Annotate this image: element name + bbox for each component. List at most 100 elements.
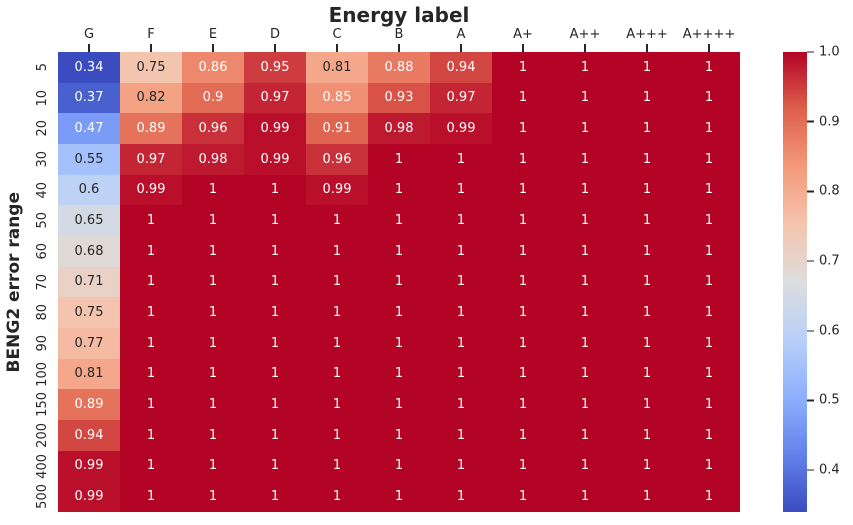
heatmap-cell: 0.97 <box>120 143 182 175</box>
heatmap-cell: 1 <box>554 327 616 359</box>
heatmap-cell: 1 <box>678 52 740 83</box>
y-tick: 50 <box>30 205 54 236</box>
heatmap-cell: 1 <box>616 358 678 390</box>
colorbar-tick-mark <box>807 330 814 332</box>
heatmap-cell: 1 <box>120 358 182 390</box>
heatmap-cell: 1 <box>430 481 492 512</box>
y-tick-label: 70 <box>34 273 50 291</box>
heatmap-cell: 1 <box>554 358 616 390</box>
heatmap-cell: 1 <box>616 389 678 420</box>
heatmap-cell: 1 <box>368 235 430 267</box>
heatmap-cell: 1 <box>368 297 430 328</box>
y-tick-label: 5 <box>34 63 50 72</box>
heatmap-cell: 1 <box>678 481 740 512</box>
x-tick <box>244 44 306 52</box>
heatmap-cell: 1 <box>616 113 678 144</box>
heatmap-cell: 1 <box>492 143 554 175</box>
heatmap-cell: 0.99 <box>430 113 492 144</box>
x-tick <box>492 44 554 52</box>
heatmap-grid: 0.34 0.75 0.86 0.95 0.81 0.88 0.94 1 1 1 1 0.37 0.82… <box>58 52 740 512</box>
colorbar-tick-mark <box>807 51 814 53</box>
heatmap-cell: 1 <box>616 450 678 482</box>
heatmap-cell: 1 <box>430 235 492 267</box>
y-tick-label: 40 <box>34 181 50 199</box>
heatmap-cell: 1 <box>244 481 306 512</box>
heatmap-cell: 1 <box>430 266 492 298</box>
heatmap-cell: 1 <box>182 481 244 512</box>
heatmap-cell: 1 <box>368 481 430 512</box>
heatmap-cell: 0.71 <box>58 266 120 298</box>
heatmap-cell: 1 <box>616 481 678 512</box>
heatmap-cell: 1 <box>678 143 740 175</box>
y-tick: 20 <box>30 113 54 144</box>
x-tick-label: A <box>456 27 466 42</box>
heatmap-cell: 1 <box>678 266 740 298</box>
x-tick-label: B <box>394 27 404 42</box>
y-tick-label: 20 <box>34 120 50 137</box>
heatmap-cell: 1 <box>306 389 368 420</box>
heatmap-cell: 0.75 <box>58 297 120 328</box>
heatmap-cell: 1 <box>492 419 554 451</box>
heatmap-cell: 1 <box>616 419 678 451</box>
heatmap-cell: 1 <box>492 174 554 206</box>
heatmap-cell: 1 <box>554 143 616 175</box>
colorbar-tick: 0.7 <box>807 254 840 269</box>
chart-title: Energy label <box>328 3 470 27</box>
heatmap-cell: 1 <box>616 205 678 236</box>
heatmap-cell: 0.85 <box>306 82 368 114</box>
y-tick-label: 50 <box>34 212 50 229</box>
heatmap-cell: 1 <box>306 235 368 267</box>
x-tick <box>616 44 678 52</box>
heatmap-cell: 1 <box>492 205 554 236</box>
x-tick-mark <box>212 44 214 52</box>
heatmap-cell: 1 <box>492 389 554 420</box>
x-tick-label: A++ <box>569 27 601 42</box>
x-axis-tick-marks <box>58 44 740 52</box>
colorbar-tick-label: 0.6 <box>819 323 840 339</box>
heatmap-cell: 1 <box>678 297 740 328</box>
heatmap-cell: 0.81 <box>306 52 368 83</box>
heatmap-cell: 1 <box>678 174 740 206</box>
x-tick <box>368 44 430 52</box>
heatmap-cell: 0.93 <box>368 82 430 114</box>
heatmap-cell: 1 <box>120 297 182 328</box>
heatmap-cell: 1 <box>244 389 306 420</box>
heatmap-cell: 0.95 <box>244 52 306 83</box>
heatmap-cell: 0.99 <box>58 450 120 482</box>
y-tick-label: 90 <box>34 335 50 352</box>
heatmap-cell: 0.75 <box>120 52 182 83</box>
heatmap-cell: 1 <box>182 327 244 359</box>
colorbar-tick-mark <box>807 469 814 471</box>
heatmap-cell: 1 <box>244 358 306 390</box>
heatmap-cell: 0.94 <box>430 52 492 83</box>
y-tick: 80 <box>30 297 54 328</box>
heatmap-cell: 1 <box>120 266 182 298</box>
x-tick <box>678 44 740 52</box>
heatmap-cell: 1 <box>554 52 616 83</box>
heatmap-cell: 0.98 <box>368 113 430 144</box>
x-tick <box>182 44 244 52</box>
heatmap-cell: 1 <box>616 235 678 267</box>
heatmap-cell: 1 <box>120 205 182 236</box>
heatmap-cell: 1 <box>306 419 368 451</box>
y-tick-label: 60 <box>34 243 50 260</box>
heatmap-cell: 0.34 <box>58 52 120 83</box>
heatmap-cell: 1 <box>244 205 306 236</box>
heatmap-cell: 0.81 <box>58 358 120 390</box>
heatmap-cell: 1 <box>120 327 182 359</box>
heatmap-cell: 1 <box>616 82 678 114</box>
y-tick: 90 <box>30 328 54 359</box>
heatmap-cell: 0.96 <box>182 113 244 144</box>
heatmap-cell: 1 <box>554 113 616 144</box>
y-tick-label: 10 <box>34 89 50 107</box>
heatmap-cell: 0.65 <box>58 205 120 236</box>
heatmap-cell: 0.94 <box>58 419 120 451</box>
heatmap-cell: 0.97 <box>430 82 492 114</box>
heatmap-cell: 0.6 <box>58 174 120 206</box>
x-axis-tick-labels: G F E D C B A A+ A++ A+++ A++++ <box>58 26 740 43</box>
heatmap-cell: 0.97 <box>244 82 306 114</box>
x-tick-mark <box>398 44 400 52</box>
heatmap-cell: 0.89 <box>120 113 182 144</box>
y-tick: 30 <box>30 144 54 175</box>
